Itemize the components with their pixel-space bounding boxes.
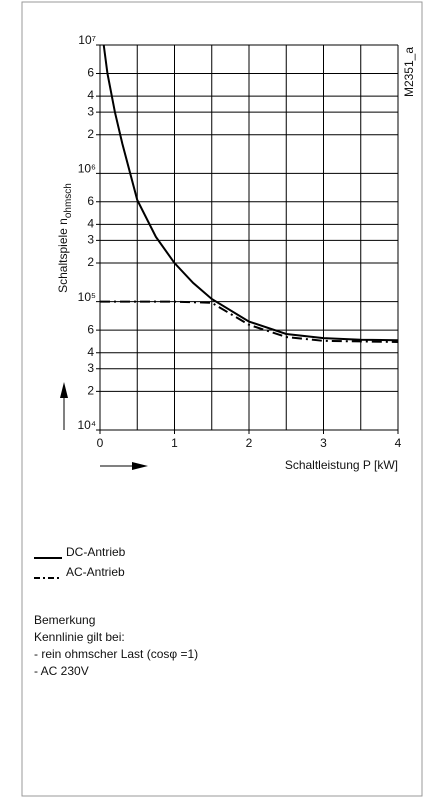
y-tick-label: 3 [87, 361, 94, 375]
y-tick-label: 3 [87, 233, 94, 247]
note: Kennlinie gilt bei: [34, 630, 125, 644]
y-tick-label: 10⁴ [77, 418, 96, 432]
y-tick-label: 10⁵ [78, 290, 96, 304]
y-tick-label: 2 [87, 255, 94, 269]
y-label-main: Schaltspiele n [56, 218, 70, 293]
x-tick-label: 2 [246, 436, 253, 450]
y-tick-label: 3 [87, 104, 94, 118]
legend-label: DC-Antrieb [66, 545, 126, 559]
y-tick-label: 4 [87, 217, 94, 231]
series-line [100, 300, 399, 343]
y-tick-label: 6 [87, 194, 94, 208]
y-tick-label: 4 [87, 345, 94, 359]
x-axis-label: Schaltleistung P [kW] [285, 458, 398, 472]
y-axis-label: Schaltspiele nohmsch [56, 183, 73, 293]
y-tick-label: 6 [87, 322, 94, 336]
y-tick-label: 2 [87, 384, 94, 398]
x-tick-label: 0 [97, 436, 104, 450]
y-tick-label: 6 [87, 66, 94, 80]
x-arrow-head [132, 462, 148, 470]
y-tick-label: 10⁶ [78, 162, 96, 176]
x-tick-label: 3 [320, 436, 327, 450]
note: Bemerkung [34, 613, 95, 627]
x-tick-label: 1 [171, 436, 178, 450]
y-tick-label: 10⁷ [78, 33, 96, 47]
note: - rein ohmscher Last (cosφ =1) [34, 647, 198, 661]
code: M2351_a [402, 47, 416, 97]
y-tick-label: 2 [87, 127, 94, 141]
y-tick-label: 4 [87, 88, 94, 102]
y-arrow-head [60, 382, 68, 398]
legend-label: AC-Antrieb [66, 565, 125, 579]
frame [21, 1, 423, 797]
y-label-sub: ohmsch [63, 183, 74, 218]
note: - AC 230V [34, 664, 89, 678]
series-line [102, 44, 399, 342]
x-tick-label: 4 [395, 436, 402, 450]
